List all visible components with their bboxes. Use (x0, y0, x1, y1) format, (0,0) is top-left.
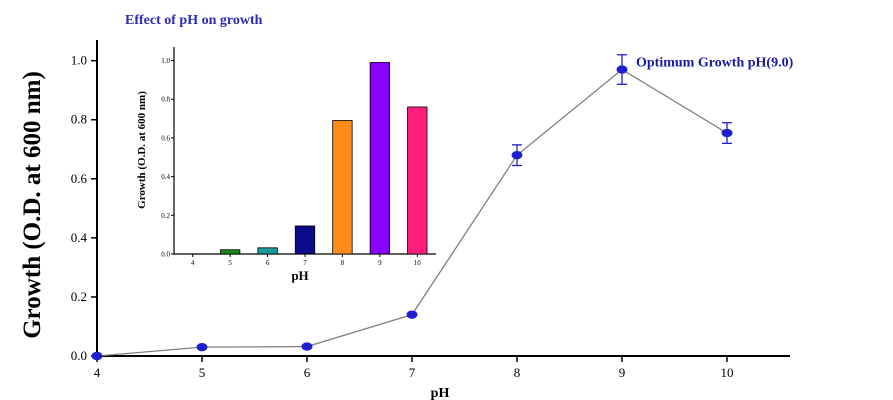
inset-y-tick-label: 0.4 (161, 173, 170, 181)
data-point (511, 150, 523, 160)
inset-x-tick-label: 7 (303, 259, 307, 267)
inset-y-tick-label: 1.0 (161, 57, 170, 65)
y-tick-label: 0.6 (71, 171, 88, 186)
inset-x-tick-label: 5 (228, 259, 232, 267)
inset-bar (332, 120, 353, 255)
inset-bar (257, 247, 278, 255)
chart-title: Effect of pH on growth (125, 13, 263, 28)
inset-x-tick-label: 6 (266, 259, 270, 267)
inset-bar (407, 106, 428, 255)
inset-x-tick-label: 4 (191, 259, 195, 267)
inset-y-tick-label: 0.2 (161, 212, 170, 220)
inset-y-axis-ticks: 0.0 0.2 0.4 0.6 0.8 1.0 (161, 57, 174, 259)
data-point (301, 342, 313, 351)
inset-x-axis-label: pH (291, 268, 308, 283)
inset-bar (369, 62, 390, 255)
x-axis-label: pH (431, 386, 450, 400)
y-tick-label: 0.0 (71, 348, 87, 363)
inset-bars (220, 62, 428, 255)
inset-bar (220, 249, 241, 255)
x-tick-label: 10 (721, 365, 734, 380)
x-tick-label: 9 (619, 365, 626, 380)
data-point (721, 128, 733, 138)
x-axis-ticks: 4 5 6 7 8 9 10 (94, 356, 734, 380)
data-point (196, 342, 208, 352)
growth-series (91, 54, 733, 361)
main-chart: Effect of pH on growth 0.0 0.2 0.4 0.6 0… (19, 13, 794, 400)
inset-y-tick-label: 0.8 (161, 96, 170, 104)
y-tick-label: 1.0 (71, 53, 87, 68)
inset-y-tick-label: 0.6 (161, 134, 170, 142)
inset-chart: 0.0 0.2 0.4 0.6 0.8 1.0 4 5 6 7 8 9 10 G… (136, 47, 436, 283)
optimum-annotation: Optimum Growth pH(9.0) (636, 56, 794, 71)
x-tick-label: 6 (304, 365, 311, 380)
data-point (91, 351, 103, 361)
inset-x-axis-ticks: 4 5 6 7 8 9 10 (191, 254, 421, 267)
y-tick-label: 0.4 (71, 230, 88, 245)
inset-x-tick-label: 8 (341, 259, 345, 267)
inset-x-tick-label: 10 (414, 259, 422, 267)
data-point (616, 65, 628, 74)
inset-x-tick-label: 9 (378, 259, 382, 267)
inset-bar (294, 225, 316, 255)
x-tick-label: 4 (94, 365, 101, 380)
x-tick-label: 8 (514, 365, 521, 380)
y-tick-label: 0.8 (71, 112, 87, 127)
x-tick-label: 7 (409, 365, 416, 380)
y-tick-label: 0.2 (71, 289, 87, 304)
inset-y-axis-label: Growth (O.D. at 600 nm) (136, 91, 148, 209)
y-axis-label: Growth (O.D. at 600 nm) (19, 71, 46, 339)
inset-y-tick-label: 0.0 (161, 251, 170, 259)
x-tick-label: 5 (199, 365, 206, 380)
data-point (406, 310, 418, 319)
y-axis-ticks: 0.0 0.2 0.4 0.6 0.8 1.0 (71, 53, 97, 363)
